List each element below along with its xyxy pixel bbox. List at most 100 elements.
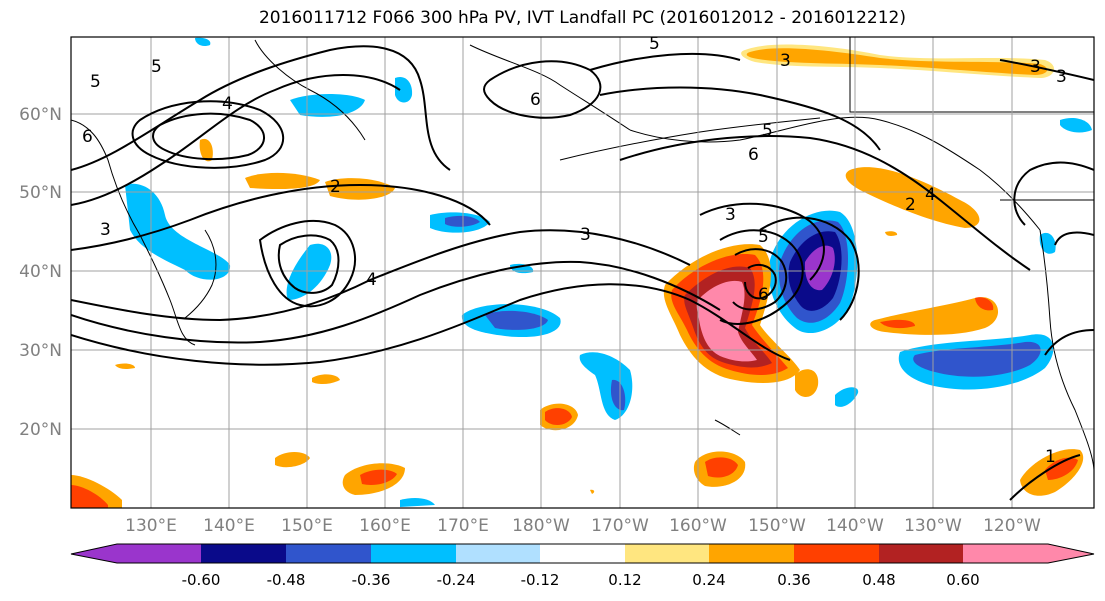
lat-label: 50°N [19,183,62,203]
lon-label: 180°W [512,516,570,536]
anomaly-region-positive [325,178,395,200]
contour-label: 5 [649,34,660,54]
pv-contour-line [589,52,741,71]
contour-label: 3 [1030,57,1041,77]
colorbar-tick-label: -0.24 [437,571,476,589]
anomaly-region-negative [1039,232,1056,254]
lon-axis-labels: 130°E 140°E 150°E 160°E 170°E 180°W 170°… [125,516,1041,536]
coastline-hawaii [714,419,741,436]
lon-label: 160°W [669,516,727,536]
coastline-japan [184,229,217,319]
pv-contour-line [71,183,491,251]
coastline-alaska [629,116,1041,231]
pv-contour-line [732,248,788,311]
anomaly-region-positive [115,363,135,369]
pv-contour-line [71,45,451,171]
lon-label: 140°W [826,516,884,536]
colorbar: -0.60 -0.48 -0.36 -0.24 -0.12 0.12 0.24 … [70,543,1095,589]
pv-contour-line [71,260,721,344]
anomaly-region-negative [1060,118,1092,133]
pv-contour-line [759,216,860,321]
lon-label: 140°E [203,516,255,536]
lon-label: 160°E [359,516,411,536]
contour-label: 6 [82,127,93,147]
colorbar-segment [371,544,457,563]
colorbar-segment [71,544,117,563]
colorbar-tick-label: -0.36 [352,571,391,589]
lon-label: 150°E [281,516,333,536]
anomaly-region-negative [290,94,365,117]
contour-label: 6 [748,145,759,165]
contour-label: 4 [222,94,233,114]
anomaly-region-negative [485,310,548,330]
colorbar-tick-label: 0.48 [862,571,895,589]
colorbar-tick-label: 0.36 [777,571,810,589]
pv-contour-line [71,283,791,366]
anomaly-region-negative [286,243,332,300]
plot-frame [70,36,1095,509]
anomaly-region-negative [125,183,231,280]
pv-contour-line [699,202,825,281]
colorbar-segment [794,544,880,563]
contour-label: 5 [758,227,769,247]
border-alaska-canada [849,37,1094,113]
anomaly-region-positive [1045,457,1078,480]
coastline-kamchatka [254,39,366,141]
contour-label: 3 [1056,67,1067,87]
anomaly-region-negative [835,387,859,407]
pv-contour-line [599,86,881,151]
contour-label: 4 [925,185,936,205]
map-title: 2016011712 F066 300 hPa PV, IVT Landfall… [258,8,906,28]
lon-label: 170°W [591,516,649,536]
anomaly-region-negative [400,497,435,507]
contour-label: 3 [780,51,791,71]
contour-label: 1 [1045,447,1056,467]
colorbar-segment [963,544,1049,563]
anomaly-region-positive [845,167,980,228]
anomaly-region-positive [590,489,595,494]
colorbar-tick-label: 0.24 [692,571,725,589]
anomaly-region-positive [746,48,1048,75]
anomaly-region-positive [880,319,915,329]
contour-label: 5 [151,57,162,77]
anomaly-region-positive [245,172,320,190]
colorbar-segment [201,544,287,563]
shaded-anomaly-layer [71,37,1092,508]
anomaly-region-positive [545,408,572,426]
anomaly-region-positive [312,374,340,385]
contour-label-layer: 5 5 4 6 3 5 2 6 3 3 5 6 3 2 4 3 4 1 5 6 … [82,34,1067,467]
pv-contour-line [619,135,1031,271]
contour-label: 2 [330,177,341,197]
anomaly-region-negative [579,352,633,420]
colorbar-segment [540,544,626,563]
anomaly-region-negative [395,76,413,103]
contour-label: 5 [762,121,773,141]
anomaly-region-positive [275,452,310,468]
anomaly-region-positive [885,231,898,236]
colorbar-tick-label: -0.48 [267,571,306,589]
lat-label: 40°N [19,262,62,282]
contour-label: 5 [90,72,101,92]
pv-contour-line [152,112,265,161]
pv-contour-line [71,229,691,322]
colorbar-segment [456,544,541,563]
lon-label: 170°E [437,516,489,536]
pv-contour-layer [71,45,1094,501]
lon-label: 150°W [748,516,806,536]
contour-label: 3 [580,225,591,245]
colorbar-tick-labels: -0.60 -0.48 -0.36 -0.24 -0.12 0.12 0.24 … [182,571,980,589]
lat-label: 30°N [19,341,62,361]
anomaly-region-positive [71,485,108,508]
anomaly-region-positive [360,469,397,485]
colorbar-segment [286,544,372,563]
anomaly-region-positive [705,457,738,478]
pv-contour-line [744,263,777,300]
pv-contour-line [71,74,401,206]
colorbar-tick-label: 0.60 [946,571,979,589]
colorbar-segment [625,544,710,563]
lon-label: 130°E [125,516,177,536]
pv-contour-line [1013,161,1094,226]
lat-label: 60°N [19,105,62,125]
pv-contour-line [1009,454,1081,501]
